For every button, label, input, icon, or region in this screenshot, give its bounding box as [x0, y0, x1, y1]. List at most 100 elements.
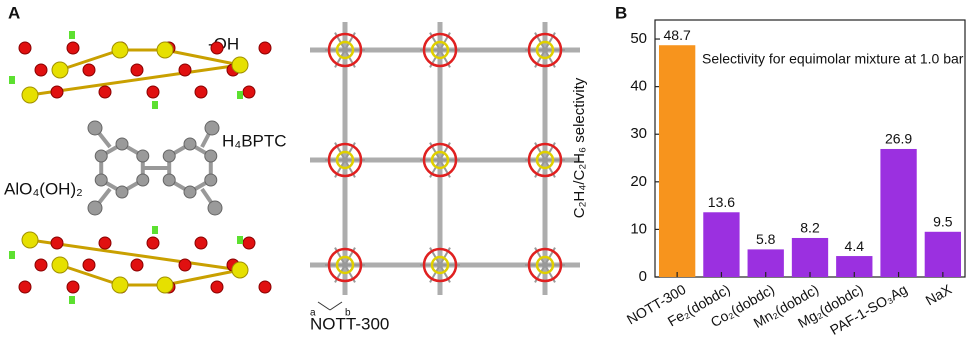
carbon-atom — [183, 137, 197, 151]
oxygen-atom — [210, 280, 224, 294]
metal-cluster — [327, 247, 363, 283]
oxygen-atom — [98, 85, 112, 99]
panel-a: A -OH H₄BPTC AlO₄(OH)₂ NOTT-300 a b — [4, 3, 580, 333]
bar — [880, 148, 917, 277]
carbon-atom — [183, 185, 197, 199]
molecule — [9, 31, 272, 304]
bond — [59, 263, 121, 287]
y-tick-label: 30 — [630, 125, 647, 142]
hydrogen-atom — [69, 296, 75, 304]
panel-b: B C₂H₄/C₂H₆ selectivity Selectivity for … — [571, 3, 966, 278]
oxygen-atom — [178, 63, 192, 77]
metal-cluster — [527, 32, 563, 68]
oxygen-atom — [18, 41, 32, 55]
bond — [164, 268, 241, 287]
aluminium-atom — [111, 41, 129, 59]
oxygen-atom — [258, 280, 272, 294]
carbon-atom — [87, 200, 103, 216]
oxygen-atom — [34, 258, 48, 272]
oxygen-atom — [82, 258, 96, 272]
metal-cluster — [422, 247, 458, 283]
metal-cluster — [335, 255, 355, 275]
bond — [29, 63, 241, 97]
value-label: 9.5 — [933, 213, 953, 229]
y-tick-label: 50 — [630, 30, 647, 47]
aluminium-atom — [156, 41, 174, 59]
framework-label: NOTT-300 — [310, 314, 389, 333]
aluminium-atom — [21, 86, 39, 104]
metal-cluster — [335, 150, 355, 170]
framework — [310, 22, 580, 311]
carbon-atom — [207, 200, 223, 216]
annotation: Selectivity for equimolar mixture at 1.0… — [702, 51, 964, 67]
oxygen-atom — [178, 258, 192, 272]
aluminium-atom — [51, 256, 69, 274]
oxygen-atom — [66, 41, 80, 55]
oxygen-atom — [18, 280, 32, 294]
aluminium-atom — [231, 56, 249, 74]
bar — [836, 256, 873, 277]
y-axis-label: C₂H₄/C₂H₆ selectivity — [571, 77, 588, 218]
oxygen-atom — [194, 236, 208, 250]
axis-arrow — [329, 301, 343, 311]
hydrogen-atom — [9, 76, 15, 84]
hydrogen-atom — [152, 226, 158, 234]
oxygen-atom — [50, 236, 64, 250]
bond — [29, 238, 241, 272]
bar — [703, 212, 740, 277]
metal-cluster — [335, 40, 355, 60]
bar — [791, 237, 829, 277]
carbon-atom — [94, 149, 108, 163]
carbon-atom — [162, 149, 176, 163]
oxygen-atom — [130, 258, 144, 272]
panel-label: B — [615, 3, 627, 22]
aluminium-atom — [111, 276, 129, 294]
carbon-atom — [162, 173, 176, 187]
x-tick-label: NaX — [923, 281, 955, 309]
metal-cluster — [327, 32, 363, 68]
metal-cluster — [535, 40, 555, 60]
oxygen-atom — [210, 41, 224, 55]
oxygen-atom — [34, 63, 48, 77]
metal-cluster — [422, 32, 458, 68]
axis-b-label: b — [345, 308, 351, 319]
carbon-atom — [204, 120, 220, 136]
carbon-atom — [87, 120, 103, 136]
oxygen-atom — [146, 85, 160, 99]
carbon-atom — [136, 173, 150, 187]
oxygen-atom — [146, 236, 160, 250]
value-label: 26.9 — [885, 131, 912, 147]
bar — [658, 45, 696, 277]
metal-cluster — [535, 255, 555, 275]
bond — [59, 48, 121, 72]
hydrogen-atom — [237, 91, 243, 99]
y-tick-label: 10 — [630, 220, 647, 237]
oxygen-atom — [130, 63, 144, 77]
aluminium-atom — [21, 231, 39, 249]
hydrogen-atom — [237, 236, 243, 244]
oxygen-atom — [258, 41, 272, 55]
oxygen-atom — [66, 280, 80, 294]
hydrogen-atom — [152, 101, 158, 109]
carbon-atom — [115, 185, 129, 199]
carbon-atom — [115, 137, 129, 151]
carbon-atom — [136, 149, 150, 163]
value-label: 8.2 — [800, 220, 820, 236]
value-label: 48.7 — [664, 27, 691, 43]
axis-a-label: a — [310, 308, 316, 319]
aluminium-atom — [51, 61, 69, 79]
metal-cluster — [527, 247, 563, 283]
oxygen-atom — [50, 85, 64, 99]
metal-cluster — [430, 40, 450, 60]
hydrogen-atom — [9, 251, 15, 259]
carbon-atom — [94, 173, 108, 187]
metal-cluster — [430, 150, 450, 170]
node-label: AlO₄(OH)₂ — [4, 179, 83, 198]
metal-cluster — [422, 142, 458, 178]
value-label: 13.6 — [708, 194, 735, 210]
aluminium-atom — [156, 276, 174, 294]
axis-arrow — [317, 301, 331, 311]
value-label: 5.8 — [756, 231, 776, 247]
